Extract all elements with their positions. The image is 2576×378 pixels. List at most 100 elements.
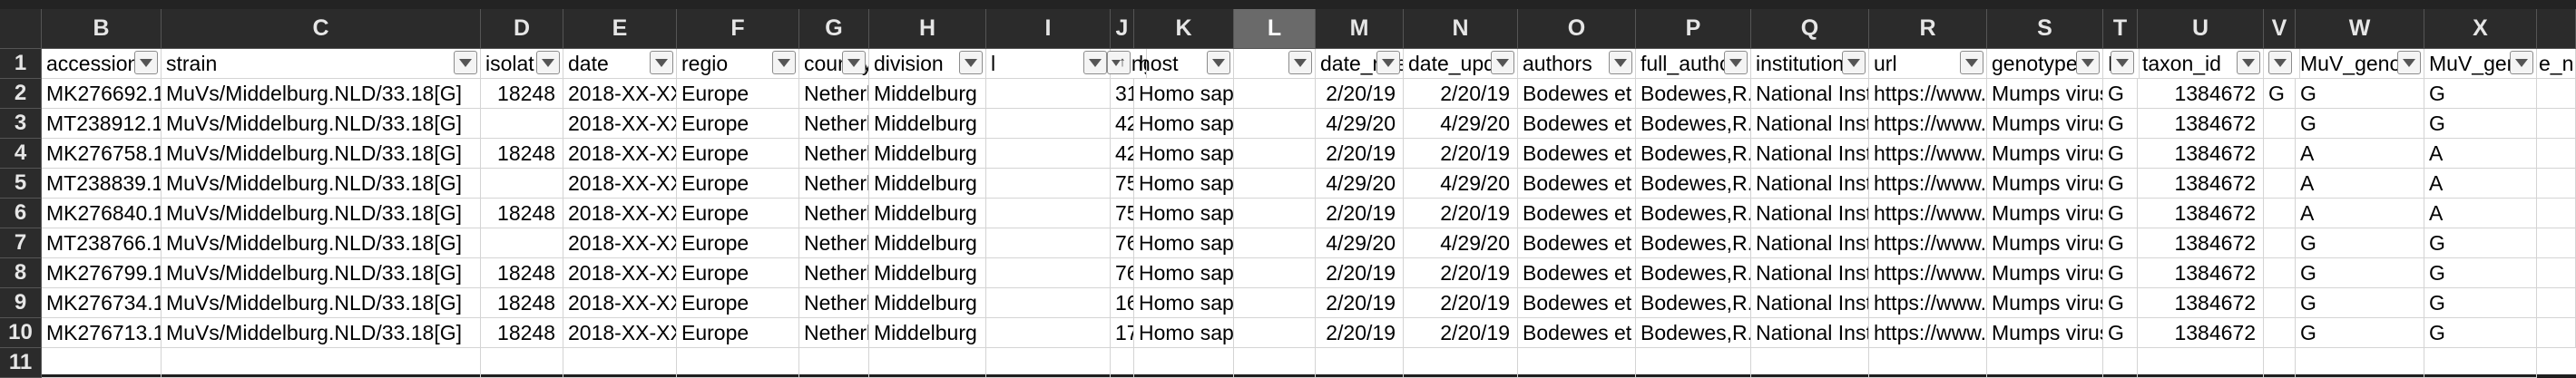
column-header-n[interactable]: N <box>1404 9 1518 49</box>
table-cell[interactable]: Middelburg <box>869 199 986 228</box>
filter-dropdown-button[interactable] <box>2510 51 2533 74</box>
filter-dropdown-button[interactable] <box>2111 51 2134 74</box>
table-cell[interactable] <box>2537 79 2576 109</box>
filter-dropdown-button[interactable] <box>1724 51 1748 74</box>
table-cell[interactable]: 1384672 <box>2138 139 2264 169</box>
table-cell[interactable]: 2/20/19 <box>1316 258 1404 288</box>
table-cell[interactable] <box>986 169 1111 199</box>
table-cell[interactable] <box>2537 169 2576 199</box>
header-cell-overflow[interactable]: e_n <box>2537 49 2576 79</box>
table-cell[interactable]: 315 <box>1111 79 1134 109</box>
row-header-11[interactable]: 11 <box>0 348 42 378</box>
table-cell[interactable]: 4/29/20 <box>1316 169 1404 199</box>
table-cell[interactable]: G <box>2424 318 2537 348</box>
table-cell[interactable]: 18248 <box>481 139 563 169</box>
table-cell[interactable]: 758 <box>1111 169 1134 199</box>
table-cell[interactable]: 4/29/20 <box>1316 109 1404 139</box>
table-cell[interactable] <box>2537 318 2576 348</box>
table-cell[interactable]: Europe <box>677 169 799 199</box>
table-cell[interactable]: National Inst <box>1751 79 1869 109</box>
table-cell[interactable]: 1384672 <box>2138 109 2264 139</box>
empty-cell[interactable] <box>1234 348 1316 378</box>
table-cell[interactable] <box>2537 228 2576 258</box>
table-cell[interactable]: G <box>2264 79 2296 109</box>
column-header-j[interactable]: J <box>1111 9 1134 49</box>
table-cell[interactable]: MK276692.1 <box>42 79 162 109</box>
table-cell[interactable]: 1749 <box>1111 318 1134 348</box>
table-cell[interactable]: 2018-XX-XX <box>563 288 677 318</box>
table-cell[interactable]: MuVs/Middelburg.NLD/33.18[G] <box>162 169 481 199</box>
filter-dropdown-button[interactable] <box>1083 51 1107 74</box>
table-cell[interactable]: MT238912.1 <box>42 109 162 139</box>
row-header-10[interactable]: 10 <box>0 318 42 348</box>
empty-cell[interactable] <box>1134 348 1234 378</box>
table-cell[interactable]: National Inst <box>1751 288 1869 318</box>
header-cell[interactable] <box>1234 49 1316 79</box>
table-cell[interactable]: 4/29/20 <box>1404 228 1518 258</box>
table-cell[interactable] <box>986 228 1111 258</box>
table-cell[interactable]: 2/20/19 <box>1404 288 1518 318</box>
table-cell[interactable]: G <box>2103 139 2138 169</box>
table-cell[interactable]: 2018-XX-XX <box>563 139 677 169</box>
table-cell[interactable] <box>1234 139 1316 169</box>
table-cell[interactable]: G <box>2103 288 2138 318</box>
table-cell[interactable]: https://www. <box>1869 199 1987 228</box>
table-cell[interactable]: A <box>2424 139 2537 169</box>
table-cell[interactable]: National Inst <box>1751 139 1869 169</box>
table-cell[interactable]: A <box>2296 199 2424 228</box>
table-cell[interactable]: 1384672 <box>2138 228 2264 258</box>
table-cell[interactable]: MuVs/Middelburg.NLD/33.18[G] <box>162 109 481 139</box>
table-cell[interactable]: Homo sapiens <box>1134 199 1234 228</box>
table-cell[interactable]: G <box>2296 258 2424 288</box>
table-cell[interactable]: Netherlands <box>799 79 869 109</box>
header-cell[interactable]: host <box>1134 49 1234 79</box>
table-cell[interactable]: Bodewes et a <box>1518 169 1636 199</box>
table-cell[interactable]: Europe <box>677 228 799 258</box>
table-cell[interactable]: Europe <box>677 139 799 169</box>
header-cell[interactable]: strain <box>162 49 481 79</box>
table-cell[interactable]: https://www. <box>1869 258 1987 288</box>
table-cell[interactable] <box>481 228 563 258</box>
table-cell[interactable]: MuVs/Middelburg.NLD/33.18[G] <box>162 199 481 228</box>
table-cell[interactable]: G <box>2424 228 2537 258</box>
table-cell[interactable]: 2/20/19 <box>1404 139 1518 169</box>
table-cell[interactable] <box>1234 199 1316 228</box>
table-cell[interactable]: Bodewes,R., <box>1636 199 1751 228</box>
column-header-s[interactable]: S <box>1987 9 2103 49</box>
table-cell[interactable]: 768 <box>1111 228 1134 258</box>
table-cell[interactable]: Bodewes et a <box>1518 109 1636 139</box>
table-cell[interactable]: A <box>2296 139 2424 169</box>
table-cell[interactable]: Netherlands <box>799 139 869 169</box>
table-cell[interactable]: Mumps virus <box>1987 288 2103 318</box>
table-cell[interactable] <box>481 169 563 199</box>
empty-cell[interactable] <box>563 348 677 378</box>
row-header-3[interactable]: 3 <box>0 109 42 139</box>
column-header-q[interactable]: Q <box>1751 9 1869 49</box>
table-cell[interactable]: Middelburg <box>869 258 986 288</box>
table-cell[interactable] <box>2537 109 2576 139</box>
table-cell[interactable] <box>2264 258 2296 288</box>
table-cell[interactable]: Netherlands <box>799 199 869 228</box>
table-cell[interactable]: 2018-XX-XX <box>563 258 677 288</box>
table-cell[interactable]: Middelburg <box>869 169 986 199</box>
table-cell[interactable]: Homo sapiens <box>1134 109 1234 139</box>
table-cell[interactable]: 2/20/19 <box>1404 318 1518 348</box>
table-cell[interactable]: G <box>2296 109 2424 139</box>
column-header-c[interactable]: C <box>162 9 481 49</box>
empty-cell[interactable] <box>2296 348 2424 378</box>
table-cell[interactable]: MuVs/Middelburg.NLD/33.18[G] <box>162 139 481 169</box>
table-cell[interactable]: Mumps virus <box>1987 318 2103 348</box>
table-cell[interactable]: 1617 <box>1111 288 1134 318</box>
table-cell[interactable]: National Inst <box>1751 318 1869 348</box>
filter-dropdown-button[interactable] <box>2076 51 2100 74</box>
table-cell[interactable]: Europe <box>677 79 799 109</box>
table-cell[interactable] <box>2537 288 2576 318</box>
table-cell[interactable]: G <box>2296 288 2424 318</box>
table-cell[interactable]: National Inst <box>1751 199 1869 228</box>
empty-cell[interactable] <box>2424 348 2537 378</box>
table-cell[interactable]: Mumps virus <box>1987 258 2103 288</box>
table-cell[interactable]: 428 <box>1111 109 1134 139</box>
empty-cell[interactable] <box>986 348 1111 378</box>
table-cell[interactable]: G <box>2296 228 2424 258</box>
table-cell[interactable]: Homo sapiens <box>1134 318 1234 348</box>
